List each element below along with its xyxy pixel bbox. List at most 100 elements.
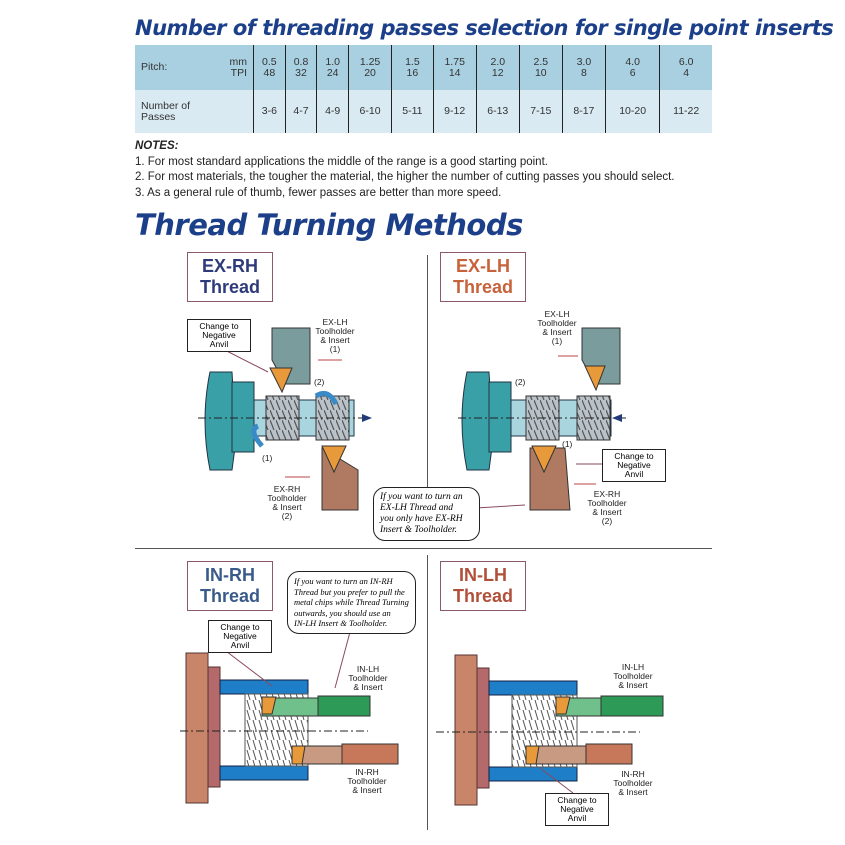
pitch-cell: 2.5 10: [518, 45, 563, 90]
unit-label: mm TPI: [219, 45, 254, 90]
title-line: Thread: [199, 277, 260, 297]
pitch-tpi: 6: [629, 66, 636, 79]
t: & Insert: [542, 327, 572, 337]
notes-heading: NOTES:: [135, 140, 179, 152]
divider: [427, 555, 428, 830]
t: outwards, you should use an: [294, 607, 391, 618]
t: (2): [281, 511, 293, 521]
t: If you want to turn an: [380, 492, 463, 502]
notes: NOTES: 1. For most standard applications…: [135, 139, 675, 201]
ex-rh-title: EX-RH Thread: [187, 252, 273, 302]
pitch-cell: 6.0 4: [659, 45, 712, 90]
pitch-cell: 1.75 14: [432, 45, 477, 90]
in-rh-title: IN-RH Thread: [187, 561, 273, 611]
pitch-label: Pitch:: [141, 61, 168, 73]
passes-label-1: Number of: [141, 99, 191, 112]
note-item: 3. As a general rule of thumb, fewer pas…: [135, 186, 502, 199]
t: & Insert: [272, 502, 302, 512]
pitch-mm: 1.0: [325, 55, 340, 68]
t: Anvil: [230, 640, 250, 650]
t: Anvil: [567, 813, 587, 823]
t: IN-RH: [621, 769, 645, 779]
section-title: Thread Turning Methods: [135, 208, 523, 242]
t: (2): [601, 516, 613, 526]
t: Negative: [223, 631, 257, 641]
passes-row: Number of Passes 3-6 4-7 4-9 6-10 5-11 9-12 6-1…: [135, 90, 712, 133]
pitch-cell: 0.5 48: [253, 45, 286, 90]
pitch-cell: 3.0 8: [561, 45, 606, 90]
ex-rh-toolholder-label: EX-RH Toolholder & Insert (2): [262, 485, 312, 521]
passes-cell: 5-11: [391, 90, 434, 133]
in-rh-toolholder-label: IN-RH Toolholder & Insert: [342, 768, 392, 795]
passes-cell: 9-12: [432, 90, 477, 133]
divider: [135, 548, 712, 549]
pitch-tpi: 10: [534, 66, 547, 79]
pitch-tpi: 16: [406, 66, 419, 79]
t: EX-LH: [544, 309, 570, 319]
title-line: IN-LH: [459, 565, 507, 585]
pitch-tpi: 48: [263, 66, 276, 79]
t: IN-LH Insert & Toolholder.: [294, 618, 388, 628]
unit-tpi: TPI: [230, 66, 247, 79]
t: Change to: [220, 622, 260, 632]
t: IN-LH: [621, 662, 645, 672]
note-item: 1. For most standard applications the mi…: [135, 155, 548, 168]
t: Change to: [557, 795, 597, 805]
t: Toolholder: [315, 326, 355, 336]
title-line: EX-LH: [456, 256, 510, 276]
passes-cell: 8-17: [561, 90, 606, 133]
passes-cell: 6-13: [475, 90, 520, 133]
passes-label-2: Passes: [141, 110, 176, 123]
pitch-mm: 0.5: [262, 55, 277, 68]
t: IN-LH: [356, 664, 380, 674]
pitch-mm: 2.5: [533, 55, 549, 68]
passes-cell: 7-15: [518, 90, 563, 133]
t: Toolholder: [267, 493, 307, 503]
passes-cell: 4-9: [316, 90, 349, 133]
ex-rh-toolholder-label: EX-RH Toolholder & Insert (2): [582, 490, 632, 526]
step-2: (2): [314, 377, 325, 387]
t: & Insert: [320, 335, 350, 345]
in-lh-toolholder-label: IN-LH Toolholder & Insert: [343, 665, 393, 692]
pitch-tpi: 24: [326, 66, 339, 79]
pitch-row: Pitch: mm TPI 0.5 48 0.8 32 1.0 24 1.25 20 1.5 16 1…: [135, 45, 712, 90]
in-lh-toolholder-label: IN-LH Toolholder & Insert: [608, 663, 658, 690]
in-rh-diagram: [180, 631, 399, 804]
t: & Insert: [618, 680, 648, 690]
pitch-tpi: 32: [295, 66, 307, 79]
ex-lh-toolholder-label: EX-LH Toolholder & Insert (1): [532, 310, 582, 346]
ex-lh-tip-bubble: If you want to turn an EX-LH Thread and yo…: [373, 487, 480, 541]
t: Toolholder: [537, 318, 577, 328]
t: you only have EX-RH: [380, 514, 463, 524]
pitch-mm: 4.0: [625, 55, 640, 68]
t: Change to: [199, 321, 239, 331]
pitch-mm: 2.0: [490, 55, 506, 68]
ex-lh-anvil-note: Change to Negative Anvil: [602, 449, 666, 482]
pitch-mm: 6.0: [678, 55, 694, 68]
ex-lh-diagram: [458, 327, 628, 511]
t: Negative: [560, 804, 594, 814]
pitch-mm: 1.25: [359, 55, 381, 68]
pitch-tpi: 4: [683, 66, 690, 79]
passes-table: Pitch: mm TPI 0.5 48 0.8 32 1.0 24 1.25 20 1.5 16 1…: [135, 45, 712, 133]
pitch-mm: 1.75: [444, 55, 465, 68]
t: If you want to turn an IN-RH: [294, 576, 393, 586]
t: EX-LH Thread and: [380, 503, 454, 513]
unit-mm: mm: [229, 55, 248, 68]
pitch-cell: 1.0 24: [316, 45, 349, 90]
t: Toolholder: [587, 498, 627, 508]
step-1: (1): [262, 453, 273, 463]
t: Negative: [202, 330, 236, 340]
pitch-tpi: 14: [448, 66, 461, 79]
pitch-tpi: 8: [580, 66, 587, 79]
pitch-cell: 1.25 20: [348, 45, 392, 90]
passes-label: Number of Passes: [135, 90, 254, 133]
passes-cell: 10-20: [604, 90, 660, 133]
in-lh-title: IN-LH Thread: [440, 561, 526, 611]
ex-rh-anvil-note: Change to Negative Anvil: [187, 319, 251, 352]
t: EX-LH: [322, 317, 348, 327]
t: Anvil: [624, 469, 644, 479]
step-1: (1): [562, 439, 573, 449]
